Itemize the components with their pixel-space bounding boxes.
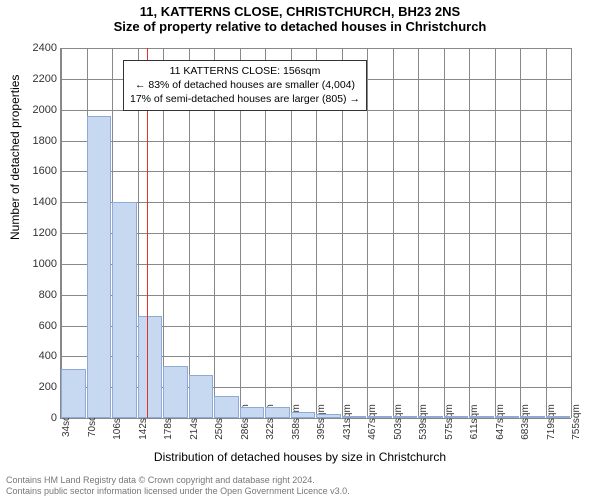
x-tick-label: 431sqm bbox=[342, 404, 353, 440]
histogram-bar bbox=[189, 375, 214, 418]
histogram-bar bbox=[393, 416, 418, 418]
y-tick-label: 1400 bbox=[23, 196, 57, 208]
histogram-bar bbox=[61, 369, 86, 418]
histogram-bar bbox=[367, 416, 392, 418]
histogram-bar bbox=[316, 414, 341, 418]
page-title-2: Size of property relative to detached ho… bbox=[0, 19, 600, 34]
plot-region: 0200400600800100012001400160018002000220… bbox=[60, 48, 571, 419]
histogram-bar bbox=[265, 407, 290, 418]
histogram-bar bbox=[520, 416, 545, 418]
grid-line-v bbox=[444, 48, 445, 418]
x-tick-label: 719sqm bbox=[546, 404, 557, 440]
histogram-bar bbox=[112, 202, 137, 418]
info-box-line: 17% of semi-detached houses are larger (… bbox=[130, 92, 360, 106]
x-tick-label: 575sqm bbox=[444, 404, 455, 440]
x-tick-label: 755sqm bbox=[571, 404, 582, 440]
histogram-bar bbox=[444, 416, 469, 418]
y-tick-label: 2200 bbox=[23, 73, 57, 85]
footer-line-1: Contains HM Land Registry data © Crown c… bbox=[6, 475, 350, 486]
x-tick-label: 395sqm bbox=[316, 404, 327, 440]
grid-line-v bbox=[393, 48, 394, 418]
y-tick-label: 1600 bbox=[23, 165, 57, 177]
histogram-bar bbox=[163, 366, 188, 418]
y-tick-label: 400 bbox=[23, 350, 57, 362]
footer-attribution: Contains HM Land Registry data © Crown c… bbox=[6, 475, 350, 497]
x-tick-label: 611sqm bbox=[469, 405, 480, 440]
grid-line-v bbox=[546, 48, 547, 418]
x-axis-label: Distribution of detached houses by size … bbox=[0, 450, 600, 464]
histogram-bar bbox=[546, 416, 571, 418]
x-tick-label: 683sqm bbox=[520, 404, 531, 440]
x-tick-label: 467sqm bbox=[367, 404, 378, 440]
y-tick-label: 1200 bbox=[23, 227, 57, 239]
page-title-1: 11, KATTERNS CLOSE, CHRISTCHURCH, BH23 2… bbox=[0, 4, 600, 19]
x-tick-label: 647sqm bbox=[495, 404, 506, 440]
y-tick-label: 2000 bbox=[23, 104, 57, 116]
y-axis-label: Number of detached properties bbox=[8, 75, 22, 240]
chart-area: 0200400600800100012001400160018002000220… bbox=[60, 48, 570, 418]
histogram-bar bbox=[87, 116, 112, 418]
info-box: 11 KATTERNS CLOSE: 156sqm← 83% of detach… bbox=[123, 60, 367, 111]
info-box-line: ← 83% of detached houses are smaller (4,… bbox=[130, 78, 360, 92]
histogram-bar bbox=[240, 407, 265, 418]
grid-line-v bbox=[495, 48, 496, 418]
footer-line-2: Contains public sector information licen… bbox=[6, 486, 350, 497]
x-tick-label: 358sqm bbox=[291, 404, 302, 440]
y-tick-label: 800 bbox=[23, 289, 57, 301]
histogram-bar bbox=[138, 316, 163, 418]
y-tick-label: 1800 bbox=[23, 135, 57, 147]
histogram-bar bbox=[291, 412, 316, 418]
x-tick-label: 539sqm bbox=[418, 404, 429, 440]
grid-line-v bbox=[61, 48, 62, 418]
title-block: 11, KATTERNS CLOSE, CHRISTCHURCH, BH23 2… bbox=[0, 0, 600, 34]
histogram-bar bbox=[495, 416, 520, 418]
grid-line-v bbox=[418, 48, 419, 418]
y-tick-label: 600 bbox=[23, 320, 57, 332]
info-box-line: 11 KATTERNS CLOSE: 156sqm bbox=[130, 64, 360, 78]
histogram-bar bbox=[214, 396, 239, 418]
grid-line-v bbox=[367, 48, 368, 418]
grid-line-v bbox=[520, 48, 521, 418]
histogram-bar bbox=[342, 416, 367, 418]
grid-line-v bbox=[469, 48, 470, 418]
histogram-bar bbox=[418, 416, 443, 418]
histogram-bar bbox=[469, 416, 494, 418]
x-tick-label: 503sqm bbox=[393, 404, 404, 440]
grid-line-v bbox=[571, 48, 572, 418]
y-tick-label: 1000 bbox=[23, 258, 57, 270]
y-tick-label: 0 bbox=[23, 412, 57, 424]
y-tick-label: 200 bbox=[23, 381, 57, 393]
y-tick-label: 2400 bbox=[23, 42, 57, 54]
